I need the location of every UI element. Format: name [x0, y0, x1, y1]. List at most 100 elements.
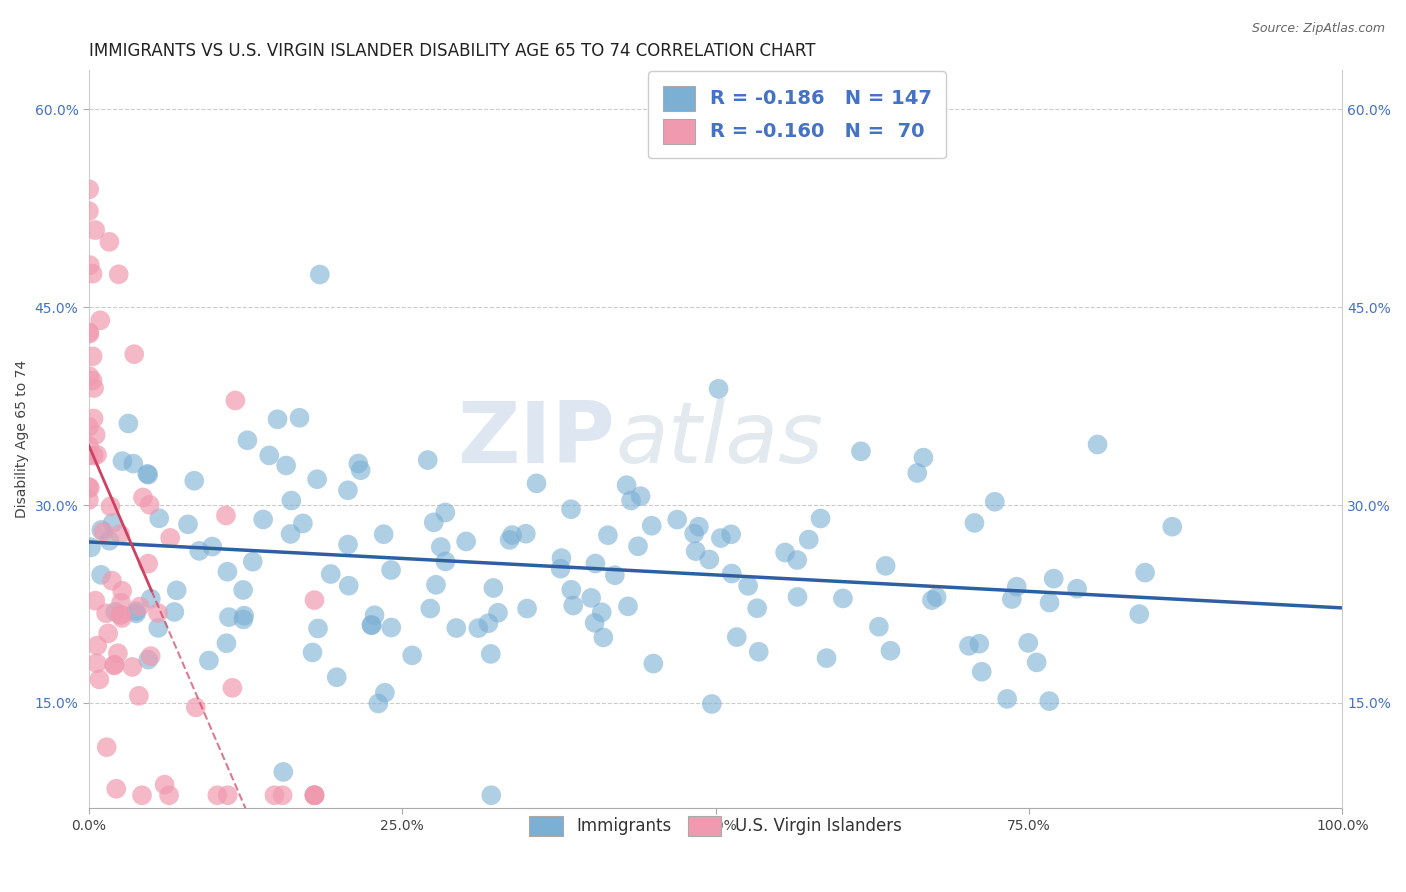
- Point: [905, 466, 928, 480]
- Point: [875, 558, 897, 573]
- Point: [957, 639, 980, 653]
- Point: [198, 653, 221, 667]
- Point: [810, 511, 832, 525]
- Point: [1042, 572, 1064, 586]
- Point: [797, 533, 820, 547]
- Point: [583, 615, 606, 630]
- Point: [301, 645, 323, 659]
- Point: [163, 605, 186, 619]
- Point: [280, 527, 302, 541]
- Point: [562, 599, 585, 613]
- Point: [82, 374, 104, 388]
- Point: [84, 223, 107, 237]
- Point: [337, 579, 360, 593]
- Point: [1001, 592, 1024, 607]
- Point: [434, 506, 457, 520]
- Point: [579, 591, 602, 605]
- Point: [104, 605, 127, 619]
- Point: [1066, 582, 1088, 596]
- Point: [79, 369, 101, 384]
- Point: [401, 648, 423, 663]
- Point: [257, 449, 280, 463]
- Point: [630, 489, 652, 503]
- Point: [617, 599, 640, 614]
- Point: [224, 393, 246, 408]
- Point: [360, 618, 382, 632]
- Point: [117, 417, 139, 431]
- Point: [560, 582, 582, 597]
- Point: [422, 516, 444, 530]
- Point: [183, 474, 205, 488]
- Point: [271, 789, 294, 803]
- Point: [201, 540, 224, 554]
- Point: [77, 439, 100, 453]
- Point: [107, 646, 129, 660]
- Point: [832, 591, 855, 606]
- Point: [89, 673, 111, 687]
- Point: [221, 681, 243, 695]
- Point: [90, 567, 112, 582]
- Point: [97, 626, 120, 640]
- Point: [307, 472, 329, 486]
- Point: [688, 519, 710, 533]
- Point: [131, 789, 153, 803]
- Point: [849, 444, 872, 458]
- Point: [86, 639, 108, 653]
- Point: [93, 524, 115, 539]
- Point: [236, 434, 259, 448]
- Point: [215, 636, 238, 650]
- Point: [498, 533, 520, 547]
- Point: [111, 583, 134, 598]
- Point: [707, 382, 730, 396]
- Point: [304, 789, 326, 803]
- Point: [786, 553, 808, 567]
- Point: [129, 599, 152, 614]
- Point: [157, 789, 180, 803]
- Point: [921, 593, 943, 607]
- Text: atlas: atlas: [616, 398, 824, 481]
- Point: [108, 527, 131, 541]
- Point: [80, 541, 103, 555]
- Point: [456, 534, 478, 549]
- Point: [138, 498, 160, 512]
- Text: IMMIGRANTS VS U.S. VIRGIN ISLANDER DISABILITY AGE 65 TO 74 CORRELATION CHART: IMMIGRANTS VS U.S. VIRGIN ISLANDER DISAB…: [89, 42, 815, 60]
- Point: [77, 420, 100, 434]
- Point: [1038, 694, 1060, 708]
- Point: [304, 593, 326, 607]
- Point: [184, 700, 207, 714]
- Point: [128, 689, 150, 703]
- Point: [747, 601, 769, 615]
- Point: [101, 574, 124, 588]
- Point: [879, 644, 901, 658]
- Point: [159, 531, 181, 545]
- Point: [148, 621, 170, 635]
- Point: [710, 531, 733, 545]
- Point: [83, 381, 105, 395]
- Point: [486, 606, 509, 620]
- Point: [217, 565, 239, 579]
- Point: [641, 518, 664, 533]
- Point: [592, 631, 614, 645]
- Point: [188, 544, 211, 558]
- Point: [380, 563, 402, 577]
- Point: [616, 478, 638, 492]
- Point: [77, 449, 100, 463]
- Point: [319, 567, 342, 582]
- Point: [620, 493, 643, 508]
- Point: [125, 604, 148, 618]
- Point: [136, 557, 159, 571]
- Point: [94, 607, 117, 621]
- Point: [1005, 580, 1028, 594]
- Point: [271, 764, 294, 779]
- Point: [425, 578, 447, 592]
- Point: [416, 453, 439, 467]
- Point: [111, 454, 134, 468]
- Point: [77, 182, 100, 196]
- Point: [166, 583, 188, 598]
- Point: [550, 551, 572, 566]
- Point: [110, 596, 132, 610]
- Point: [146, 606, 169, 620]
- Point: [304, 789, 326, 803]
- Point: [82, 349, 104, 363]
- Point: [748, 645, 770, 659]
